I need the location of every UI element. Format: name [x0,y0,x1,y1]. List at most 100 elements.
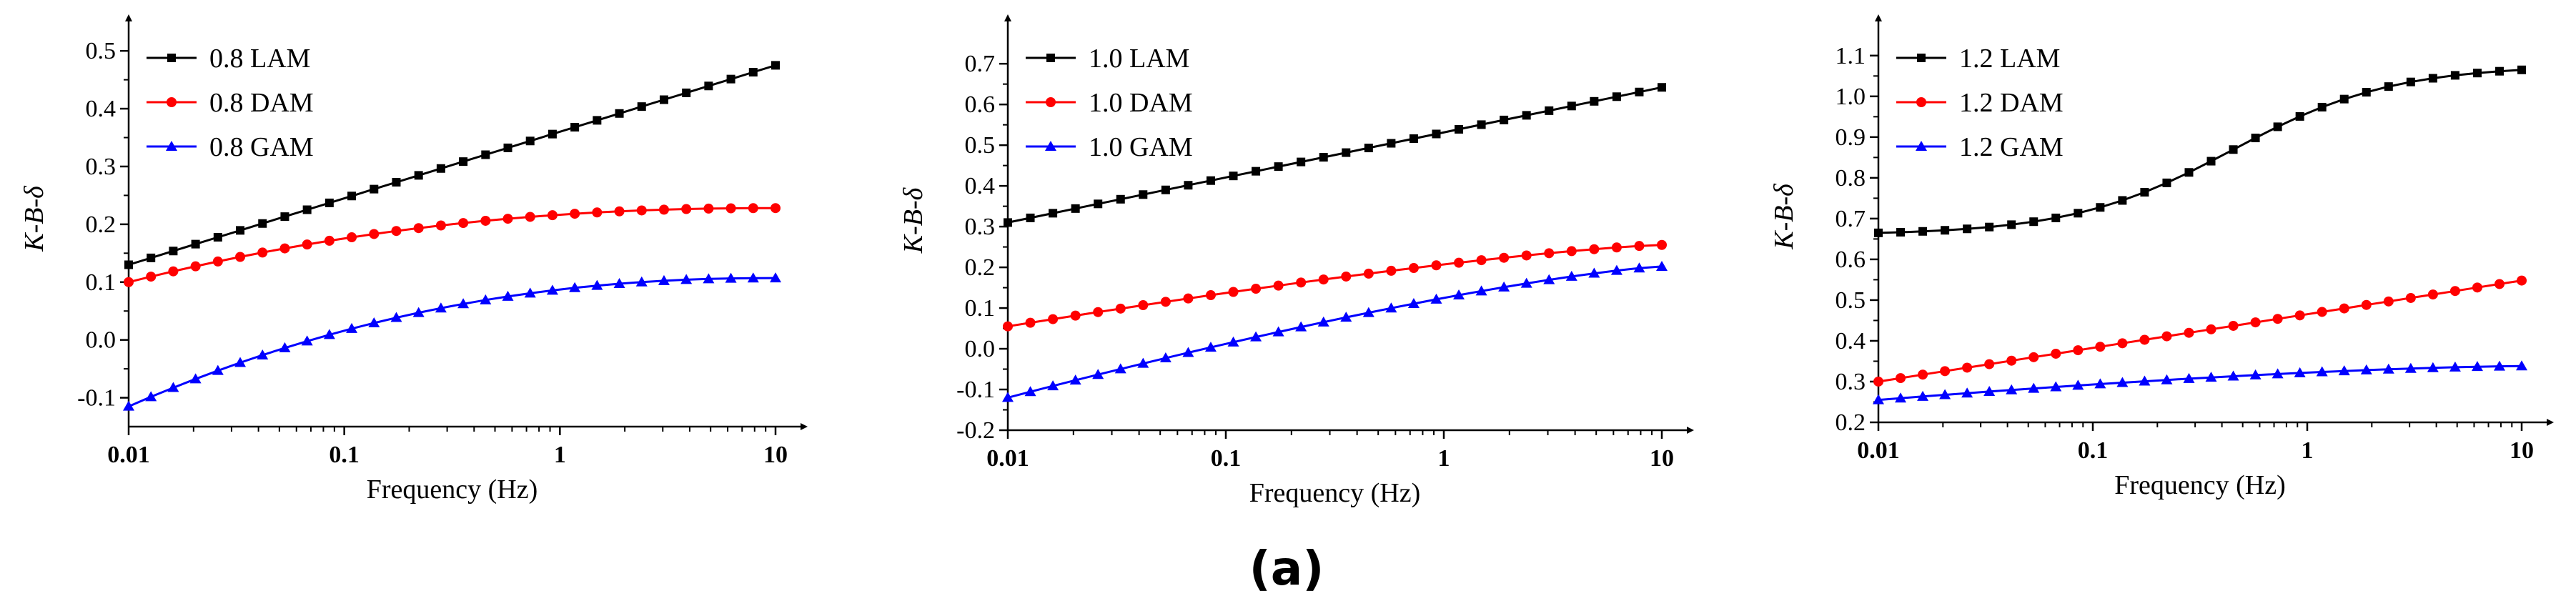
data-point [2295,111,2304,121]
data-point [212,256,223,267]
data-point [1025,317,1036,328]
y-tick-label: 0.9 [1836,124,1866,151]
legend-label: 0.8 DAM [209,88,314,118]
data-point [748,203,758,214]
legend-marker [1046,54,1055,62]
legend-entry: 0.8 GAM [147,132,314,162]
x-tick-label: 10 [1650,445,1674,472]
data-point [1386,265,1397,276]
data-point [2094,378,2106,389]
data-point [124,277,134,287]
data-point [481,150,490,159]
data-point [1543,274,1555,284]
data-point [1004,218,1012,227]
data-point [2428,74,2437,83]
legend-label: 0.8 LAM [209,44,310,74]
legend-label: 1.0 LAM [1089,44,1189,74]
chart-panel-a2: 0.01 0.1 1 10 -0.2 -0.1 0.0 0.1 0.2 0.3 0.4 0.5 0.6 0… [898,14,1694,508]
data-point [1138,300,1149,311]
data-point [681,204,692,214]
data-point [614,206,625,217]
data-point [2317,307,2327,317]
data-point [1139,190,1148,199]
y-tick-label: -0.1 [77,385,116,412]
data-point [1362,307,1374,317]
data-point [1318,274,1329,285]
data-point [682,88,691,97]
data-point [1520,277,1532,288]
data-point [1454,257,1465,268]
data-point [1159,352,1171,363]
series-gam [1002,260,1668,402]
data-point [1002,392,1014,402]
data-point [593,116,602,125]
data-point [167,382,179,392]
x-tick-label: 0.01 [1857,437,1900,464]
data-point [189,373,202,384]
data-point [1961,387,1973,398]
data-point [2006,384,2018,394]
data-point [1635,87,1644,96]
data-point [1407,297,1420,308]
y-tick-label: 0.4 [86,96,117,122]
data-point [726,74,735,84]
data-point [2449,286,2460,297]
y-axis-title: K-B-δ [1769,183,1799,250]
y-tick-label: 0.2 [86,212,117,238]
data-point [546,284,558,295]
y-tick-label: 0.2 [1836,409,1866,436]
data-point [234,357,247,367]
y-tick-label: 1.0 [1836,84,1866,110]
data-point [1612,92,1621,101]
legend-marker [167,54,176,62]
series-dam [1873,275,2527,387]
y-tick-label: 0.8 [1836,165,1866,192]
y-tick-label: 0.5 [1836,287,1866,314]
data-point [770,272,781,283]
data-point [212,364,224,375]
y-tick-label: 0.3 [86,154,117,180]
data-point [169,247,178,256]
data-point [2427,289,2438,300]
data-point [548,129,557,139]
data-point [2339,94,2349,104]
data-point [1476,255,1487,266]
data-point [2249,369,2262,379]
legend-marker [1045,141,1056,151]
legend-marker [1046,97,1056,107]
data-point [1917,390,1929,401]
x-tick-label: 10 [763,442,788,468]
data-point [1873,376,1883,387]
data-point [1296,277,1307,288]
data-point [146,272,157,282]
x-tick-label: 10 [2510,437,2534,464]
y-tick-label: 0.4 [1836,328,1866,354]
data-point [2118,196,2127,205]
chart-panel-a1: 0.01 0.1 1 10 -0.1 0.0 0.1 0.2 0.3 0.4 0.5 Frequenc… [19,14,808,505]
data-point [1588,267,1600,278]
data-point [1895,392,1907,403]
data-point [1453,289,1465,300]
data-point [412,307,425,317]
data-point [1048,314,1059,324]
series-line [1878,364,2522,402]
data-point [1092,369,1104,379]
data-point [1205,290,1216,301]
series-lam [1874,65,2526,237]
data-point [725,203,736,214]
data-point [1873,394,1884,404]
x-tick-label: 1 [2302,437,2314,464]
data-point [1227,336,1239,347]
data-point [1070,310,1081,321]
data-point [592,207,603,218]
data-point [347,232,357,243]
data-point [703,203,714,214]
data-point [347,192,357,201]
y-tick-label: 0.5 [965,132,996,159]
legend-label: 1.0 DAM [1089,88,1193,118]
data-point [2116,377,2129,387]
data-point [1094,199,1103,209]
data-point [1633,262,1645,273]
series-line [128,207,776,284]
data-point [279,243,290,254]
